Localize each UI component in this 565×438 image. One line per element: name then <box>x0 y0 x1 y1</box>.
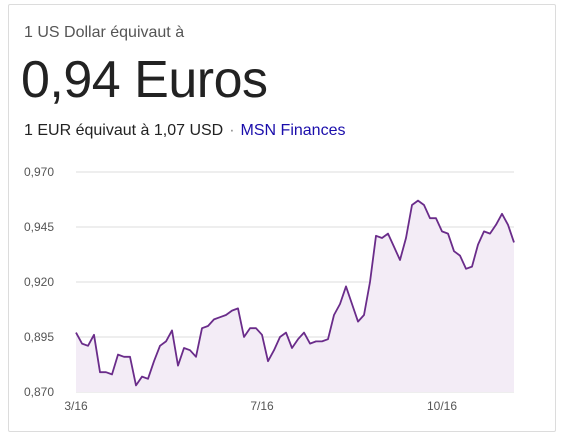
msn-finances-link[interactable]: MSN Finances <box>240 122 346 139</box>
y-tick-label: 0,920 <box>24 275 54 289</box>
y-tick-label: 0,945 <box>24 220 54 234</box>
reverse-rate-text: 1 EUR équivaut à 1,07 USD <box>24 122 224 139</box>
converted-amount: 0,94 Euros <box>21 51 268 109</box>
y-tick-label: 0,870 <box>24 385 54 399</box>
x-tick-label: 10/16 <box>427 399 457 413</box>
y-axis-ticks: 0,970 0,945 0,920 0,895 0,870 <box>24 165 54 399</box>
chart-line-layer <box>75 199 515 387</box>
x-tick-label: 3/16 <box>64 399 88 413</box>
reverse-rate-line: 1 EUR équivaut à 1,07 USD · MSN Finances <box>24 122 345 140</box>
y-tick-label: 0,895 <box>24 330 54 344</box>
series-area <box>76 200 514 392</box>
conversion-subtitle: 1 US Dollar équivaut à <box>24 24 185 41</box>
x-tick-label: 7/16 <box>250 399 274 413</box>
separator-dot: · <box>229 122 235 139</box>
chart-area-layer <box>76 200 514 392</box>
series-line[interactable] <box>75 199 515 387</box>
y-tick-label: 0,970 <box>24 165 54 179</box>
